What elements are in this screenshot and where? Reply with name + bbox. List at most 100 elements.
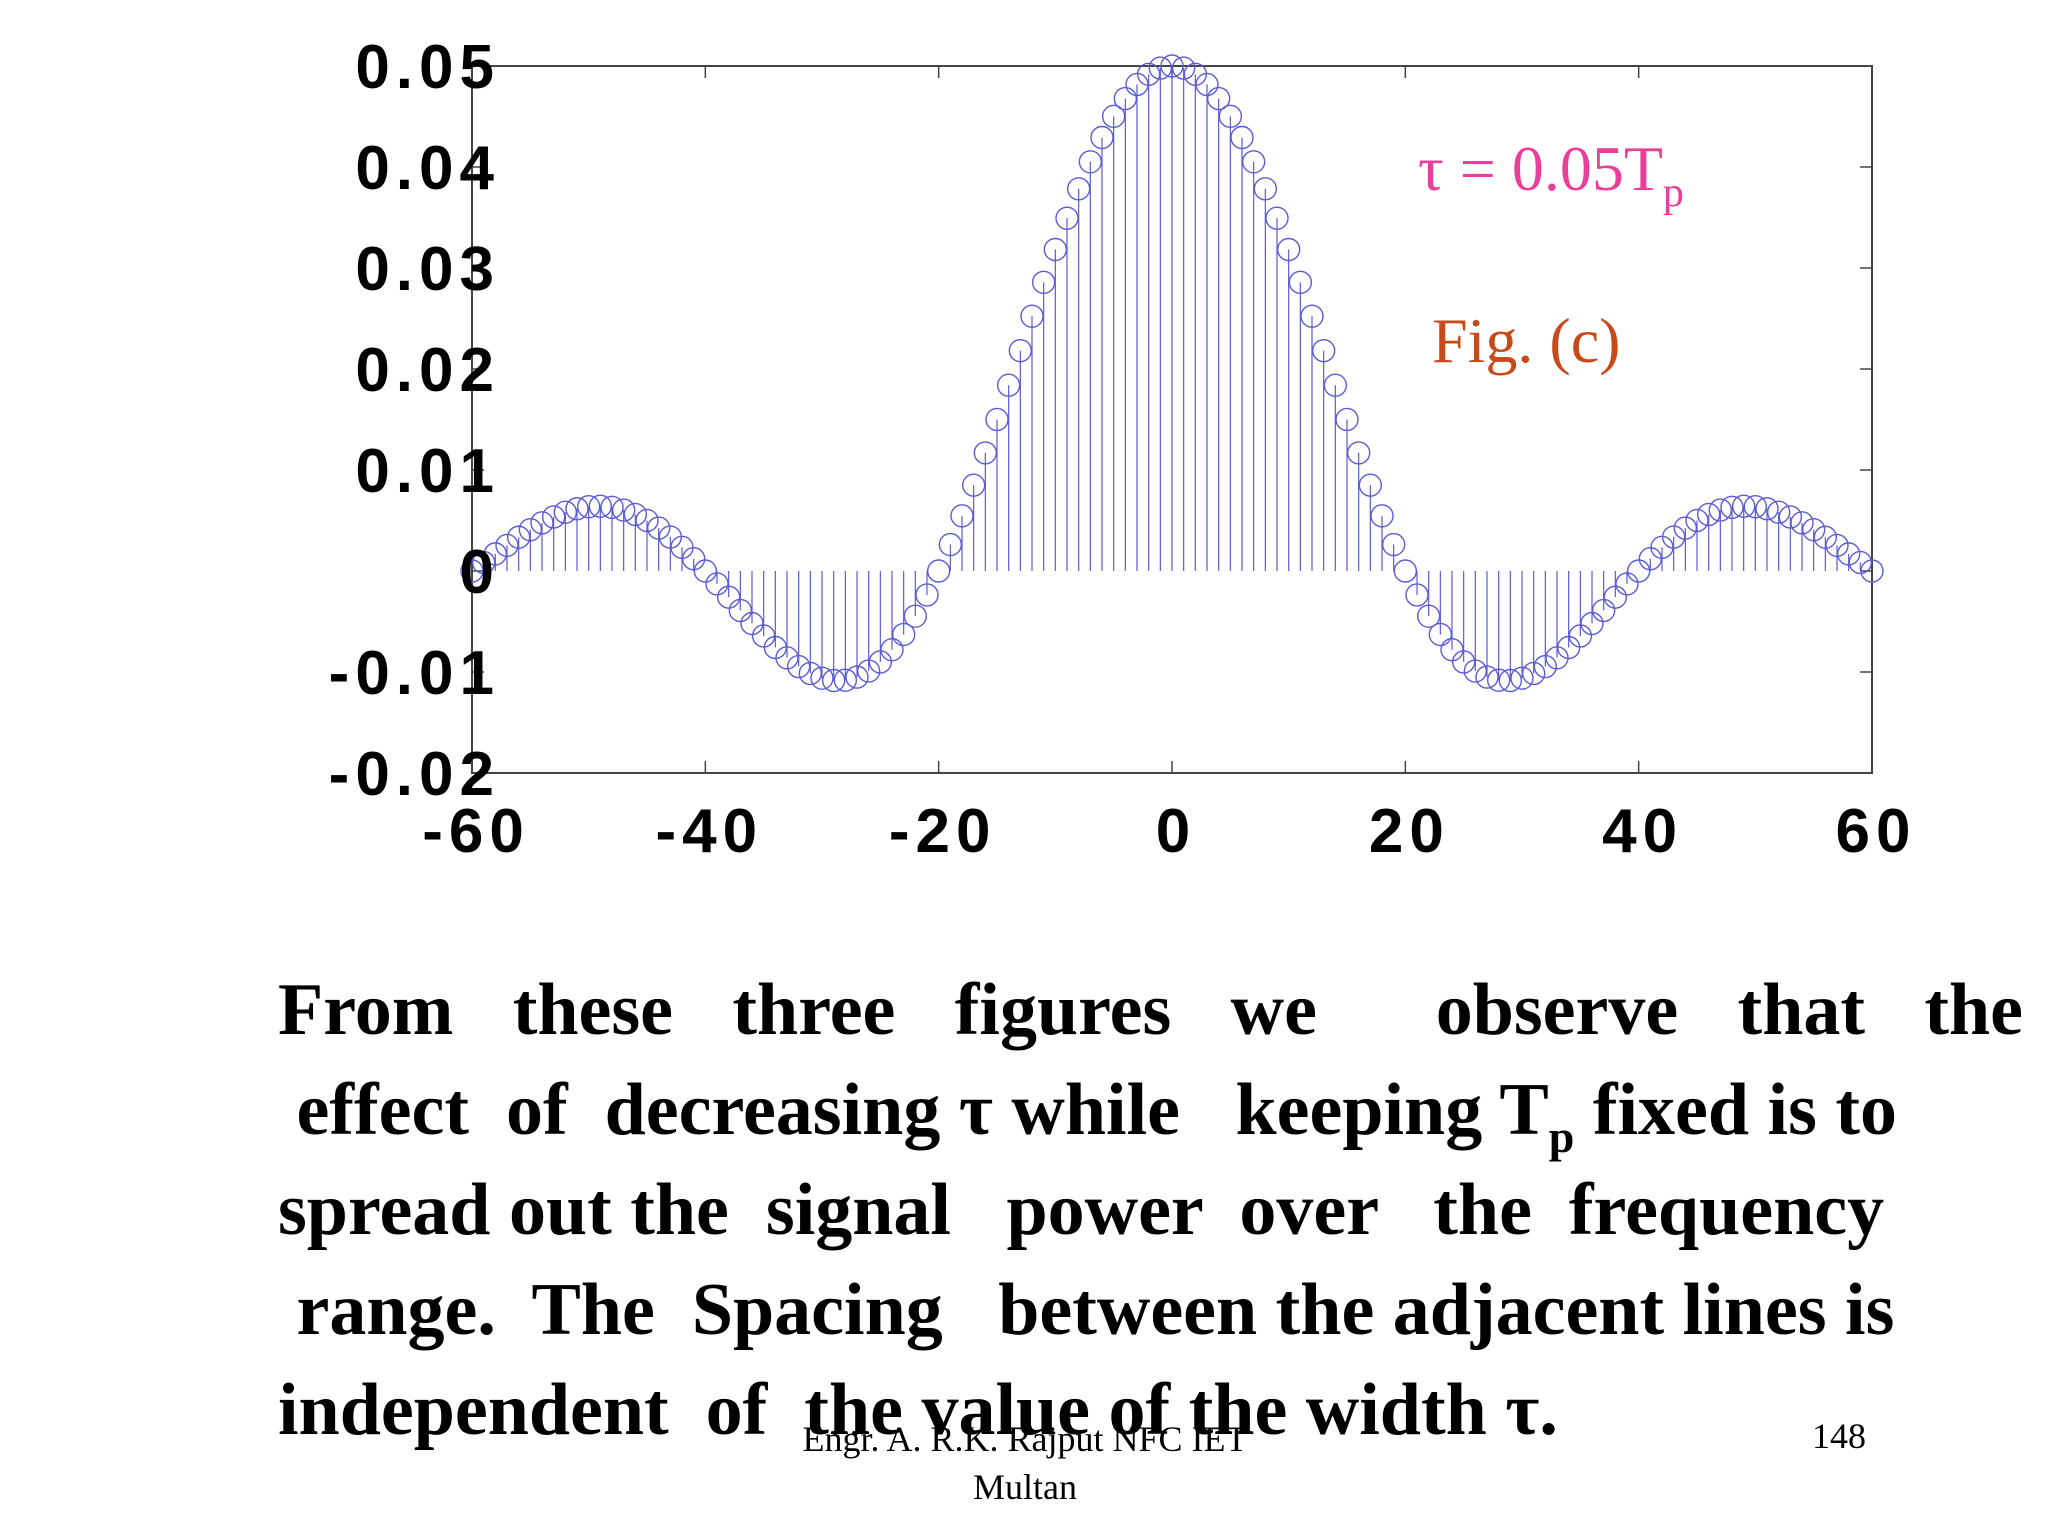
tau-annotation: τ = 0.05Tp bbox=[1418, 133, 1684, 216]
stem-marker bbox=[611, 498, 636, 522]
stem-marker bbox=[880, 638, 904, 662]
x-tick-label: -20 bbox=[889, 797, 997, 866]
stem-series bbox=[460, 54, 1884, 693]
stem-chart: 0.05 0.04 0.03 0.02 0.01 0 -0.01 -0.02-60 -40 -20… bbox=[329, 33, 1911, 866]
footer-author-line-1: Engr. A. R.K. Rajput NFC IET bbox=[802, 1419, 1248, 1459]
axis-ticks bbox=[471, 65, 1873, 774]
stem-marker bbox=[1696, 502, 1721, 527]
stem-marker bbox=[1755, 497, 1779, 521]
stem-marker bbox=[1066, 177, 1091, 201]
stem-marker bbox=[483, 542, 508, 566]
stem-marker bbox=[1218, 104, 1243, 129]
page-number: 148 bbox=[1812, 1416, 1866, 1456]
stem-marker bbox=[1381, 532, 1406, 557]
stem-marker bbox=[588, 494, 613, 518]
stem-marker bbox=[1393, 559, 1418, 583]
stem-marker bbox=[1136, 62, 1161, 86]
stem-marker bbox=[1626, 559, 1651, 583]
stem-marker bbox=[1813, 525, 1838, 549]
stem-marker bbox=[1311, 338, 1336, 363]
stem-marker bbox=[1043, 237, 1068, 262]
stem-marker bbox=[1743, 495, 1768, 519]
stem-marker bbox=[1486, 668, 1511, 692]
stem-marker bbox=[530, 511, 554, 535]
stem-marker bbox=[1370, 504, 1394, 528]
stem-marker bbox=[728, 598, 753, 623]
stem-marker bbox=[553, 500, 578, 524]
stem-marker bbox=[786, 654, 811, 679]
stem-marker bbox=[868, 650, 893, 674]
stem-marker bbox=[1440, 638, 1464, 662]
body-line-4: range. The Spacing between the adjacent … bbox=[278, 1269, 1895, 1351]
stem-marker bbox=[833, 668, 858, 692]
stem-marker bbox=[1498, 668, 1523, 693]
stem-marker bbox=[1101, 104, 1126, 129]
stem-marker bbox=[996, 373, 1021, 397]
stem-marker bbox=[495, 533, 519, 558]
stem-marker bbox=[798, 661, 823, 686]
stem-marker bbox=[1510, 666, 1534, 690]
body-line-1: From these three figures we observe that… bbox=[278, 969, 2024, 1051]
stem-marker bbox=[1230, 125, 1254, 150]
stem-marker bbox=[1020, 304, 1044, 328]
stem-marker bbox=[961, 473, 986, 497]
stem-marker bbox=[1113, 86, 1138, 111]
x-tick-label: 20 bbox=[1369, 797, 1450, 866]
stem-marker bbox=[471, 550, 496, 575]
y-tick-label: 0.04 bbox=[355, 134, 500, 203]
stem-marker bbox=[1241, 150, 1266, 174]
stem-marker bbox=[1685, 508, 1709, 533]
stem-marker bbox=[856, 659, 881, 683]
stem-marker bbox=[1428, 622, 1453, 647]
stem-marker bbox=[600, 495, 624, 520]
stem-marker bbox=[635, 508, 659, 533]
body-line-5: independent of the value of the width τ. bbox=[278, 1369, 1558, 1451]
stem-marker bbox=[926, 559, 951, 583]
stem-marker bbox=[1848, 550, 1873, 575]
stem-marker bbox=[681, 547, 706, 571]
stem-marker bbox=[576, 495, 601, 519]
stem-marker bbox=[716, 585, 741, 609]
y-tick-label: -0.01 bbox=[329, 639, 500, 708]
stem-marker bbox=[1090, 125, 1114, 150]
stem-marker bbox=[1790, 511, 1814, 535]
stem-marker bbox=[460, 559, 484, 583]
stem-marker bbox=[705, 572, 729, 596]
stem-marker bbox=[775, 646, 799, 670]
stem-marker bbox=[1358, 473, 1383, 497]
stem-marker bbox=[1253, 177, 1278, 201]
y-tick-label: 0.05 bbox=[355, 33, 500, 102]
stem-marker bbox=[1031, 270, 1056, 295]
stem-marker bbox=[1836, 542, 1861, 566]
body-line-2: effect of decreasing τ while keeping Tp … bbox=[278, 1069, 1898, 1162]
stem-marker bbox=[1323, 373, 1348, 397]
stem-marker bbox=[903, 604, 928, 628]
stem-marker bbox=[1276, 237, 1301, 262]
y-tick-label: -0.02 bbox=[329, 740, 500, 809]
stem-marker bbox=[1346, 441, 1371, 465]
body-line-3: spread out the signal power over the fre… bbox=[278, 1169, 1885, 1251]
stem-marker bbox=[1801, 517, 1826, 542]
stem-marker bbox=[1300, 304, 1324, 328]
stem-marker bbox=[810, 666, 834, 690]
stem-marker bbox=[1416, 604, 1441, 628]
stem-marker bbox=[1860, 559, 1884, 583]
stem-marker bbox=[1335, 407, 1359, 432]
stem-marker bbox=[1673, 516, 1698, 540]
stem-marker bbox=[938, 532, 963, 557]
body-paragraph: From these three figures we observe that… bbox=[278, 960, 2023, 1460]
stem-marker bbox=[973, 441, 998, 465]
stem-marker bbox=[1766, 500, 1791, 524]
stem-marker bbox=[1206, 86, 1231, 111]
y-tick-label: 0.03 bbox=[355, 235, 500, 304]
figure-label: Fig. (c) bbox=[1432, 305, 1620, 376]
x-tick-label: -40 bbox=[656, 797, 764, 866]
stem-marker bbox=[518, 517, 543, 542]
stem-marker bbox=[1568, 624, 1593, 648]
stem-marker bbox=[1265, 206, 1289, 230]
stem-marker bbox=[1160, 54, 1184, 78]
stem-marker bbox=[1661, 525, 1686, 549]
stem-marker bbox=[646, 516, 671, 540]
stem-marker bbox=[1078, 150, 1103, 174]
stem-marker bbox=[506, 525, 531, 549]
